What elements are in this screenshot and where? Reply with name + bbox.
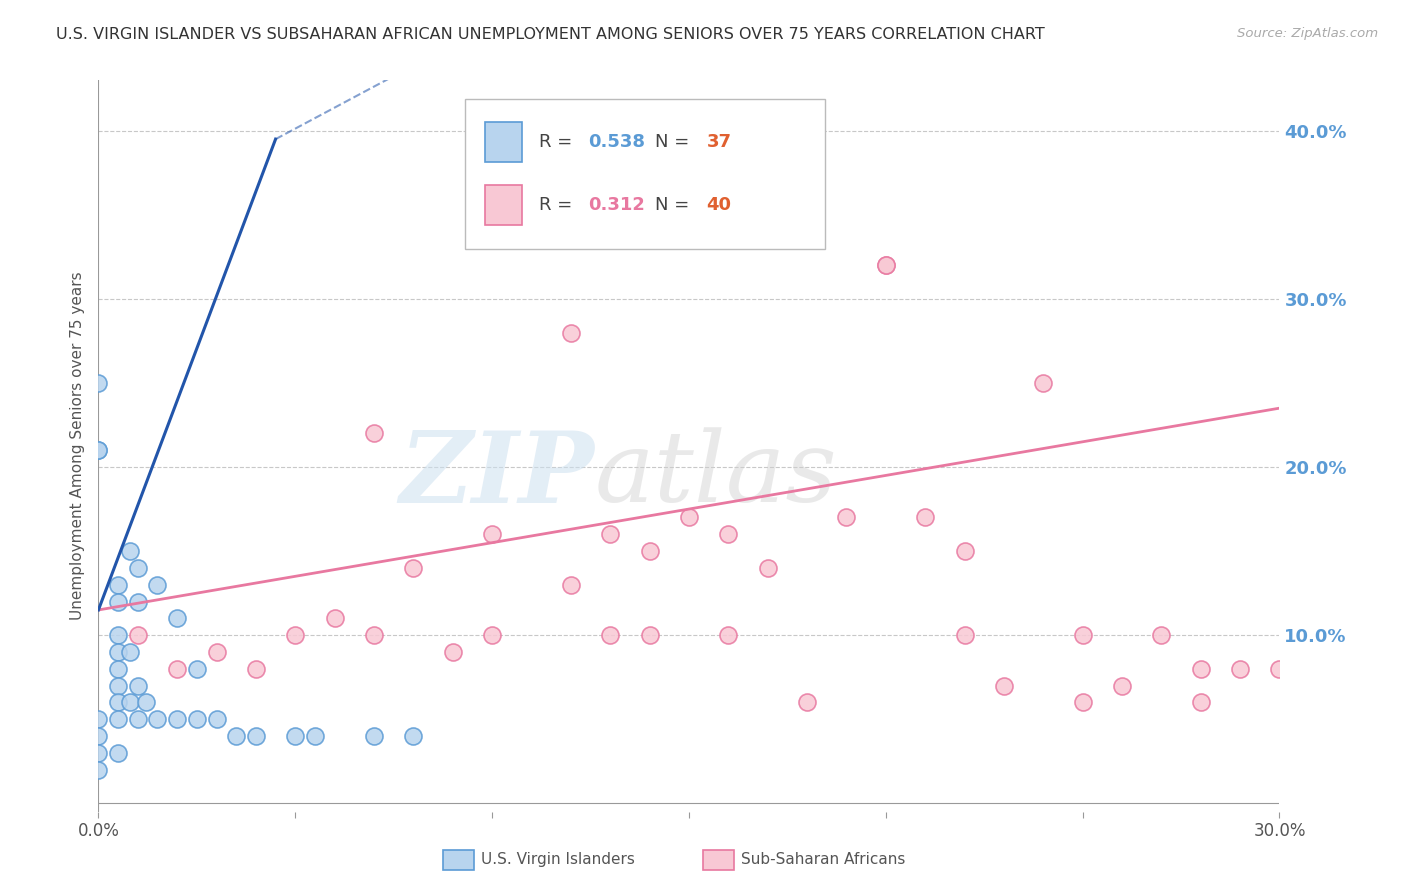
Point: [560, 326, 582, 340]
Point: [284, 729, 307, 743]
Point: [87, 729, 110, 743]
Point: [146, 712, 169, 726]
Point: [1189, 695, 1212, 709]
Point: [245, 662, 267, 676]
Point: [914, 510, 936, 524]
FancyBboxPatch shape: [464, 98, 825, 249]
Point: [225, 729, 247, 743]
Text: 37: 37: [707, 133, 731, 151]
Point: [875, 258, 897, 272]
Point: [127, 712, 149, 726]
Point: [87, 763, 110, 777]
Point: [1071, 695, 1094, 709]
Point: [186, 662, 208, 676]
Point: [363, 426, 385, 441]
Point: [146, 578, 169, 592]
Point: [107, 578, 129, 592]
Point: [678, 510, 700, 524]
Text: Sub-Saharan Africans: Sub-Saharan Africans: [741, 853, 905, 867]
Point: [107, 662, 129, 676]
Point: [717, 628, 740, 642]
Text: U.S. VIRGIN ISLANDER VS SUBSAHARAN AFRICAN UNEMPLOYMENT AMONG SENIORS OVER 75 YE: U.S. VIRGIN ISLANDER VS SUBSAHARAN AFRIC…: [56, 27, 1045, 42]
Point: [118, 544, 141, 558]
Text: 0.312: 0.312: [589, 196, 645, 214]
Point: [481, 527, 503, 541]
Point: [107, 679, 129, 693]
Text: Source: ZipAtlas.com: Source: ZipAtlas.com: [1237, 27, 1378, 40]
Point: [363, 628, 385, 642]
Point: [1071, 628, 1094, 642]
Point: [127, 628, 149, 642]
Point: [1268, 662, 1291, 676]
Point: [107, 712, 129, 726]
Point: [245, 729, 267, 743]
Point: [520, 191, 543, 205]
Point: [87, 443, 110, 458]
Point: [441, 645, 464, 659]
Point: [87, 443, 110, 458]
Point: [205, 645, 228, 659]
Text: R =: R =: [538, 196, 578, 214]
Point: [166, 662, 188, 676]
Point: [993, 679, 1015, 693]
Point: [87, 746, 110, 760]
Point: [756, 561, 779, 575]
Point: [107, 645, 129, 659]
FancyBboxPatch shape: [485, 185, 523, 225]
Text: U.S. Virgin Islanders: U.S. Virgin Islanders: [481, 853, 634, 867]
Point: [205, 712, 228, 726]
Point: [717, 527, 740, 541]
Point: [402, 561, 425, 575]
Point: [481, 628, 503, 642]
Point: [323, 611, 346, 625]
Text: 0.538: 0.538: [589, 133, 645, 151]
Point: [87, 712, 110, 726]
Point: [1111, 679, 1133, 693]
Point: [304, 729, 326, 743]
Text: R =: R =: [538, 133, 578, 151]
Point: [638, 544, 661, 558]
FancyBboxPatch shape: [485, 122, 523, 162]
Point: [284, 628, 307, 642]
Point: [1189, 662, 1212, 676]
Point: [107, 628, 129, 642]
Point: [1229, 662, 1251, 676]
Point: [118, 645, 141, 659]
Point: [953, 628, 976, 642]
Text: ZIP: ZIP: [399, 427, 595, 524]
Point: [186, 712, 208, 726]
Point: [135, 695, 157, 709]
Point: [127, 594, 149, 608]
Point: [796, 695, 818, 709]
Point: [835, 510, 858, 524]
Text: 40: 40: [707, 196, 731, 214]
Point: [599, 527, 621, 541]
Text: atlas: atlas: [595, 427, 837, 523]
Point: [599, 628, 621, 642]
Point: [638, 628, 661, 642]
Point: [107, 746, 129, 760]
Point: [127, 561, 149, 575]
Point: [560, 578, 582, 592]
Point: [107, 594, 129, 608]
Point: [1032, 376, 1054, 390]
Text: N =: N =: [655, 196, 695, 214]
Point: [107, 695, 129, 709]
Text: N =: N =: [655, 133, 695, 151]
Point: [166, 611, 188, 625]
Point: [402, 729, 425, 743]
Point: [127, 679, 149, 693]
Point: [87, 376, 110, 390]
Point: [166, 712, 188, 726]
Point: [875, 258, 897, 272]
Point: [118, 695, 141, 709]
Point: [363, 729, 385, 743]
Y-axis label: Unemployment Among Seniors over 75 years: Unemployment Among Seniors over 75 years: [69, 272, 84, 620]
Point: [1150, 628, 1173, 642]
Point: [953, 544, 976, 558]
